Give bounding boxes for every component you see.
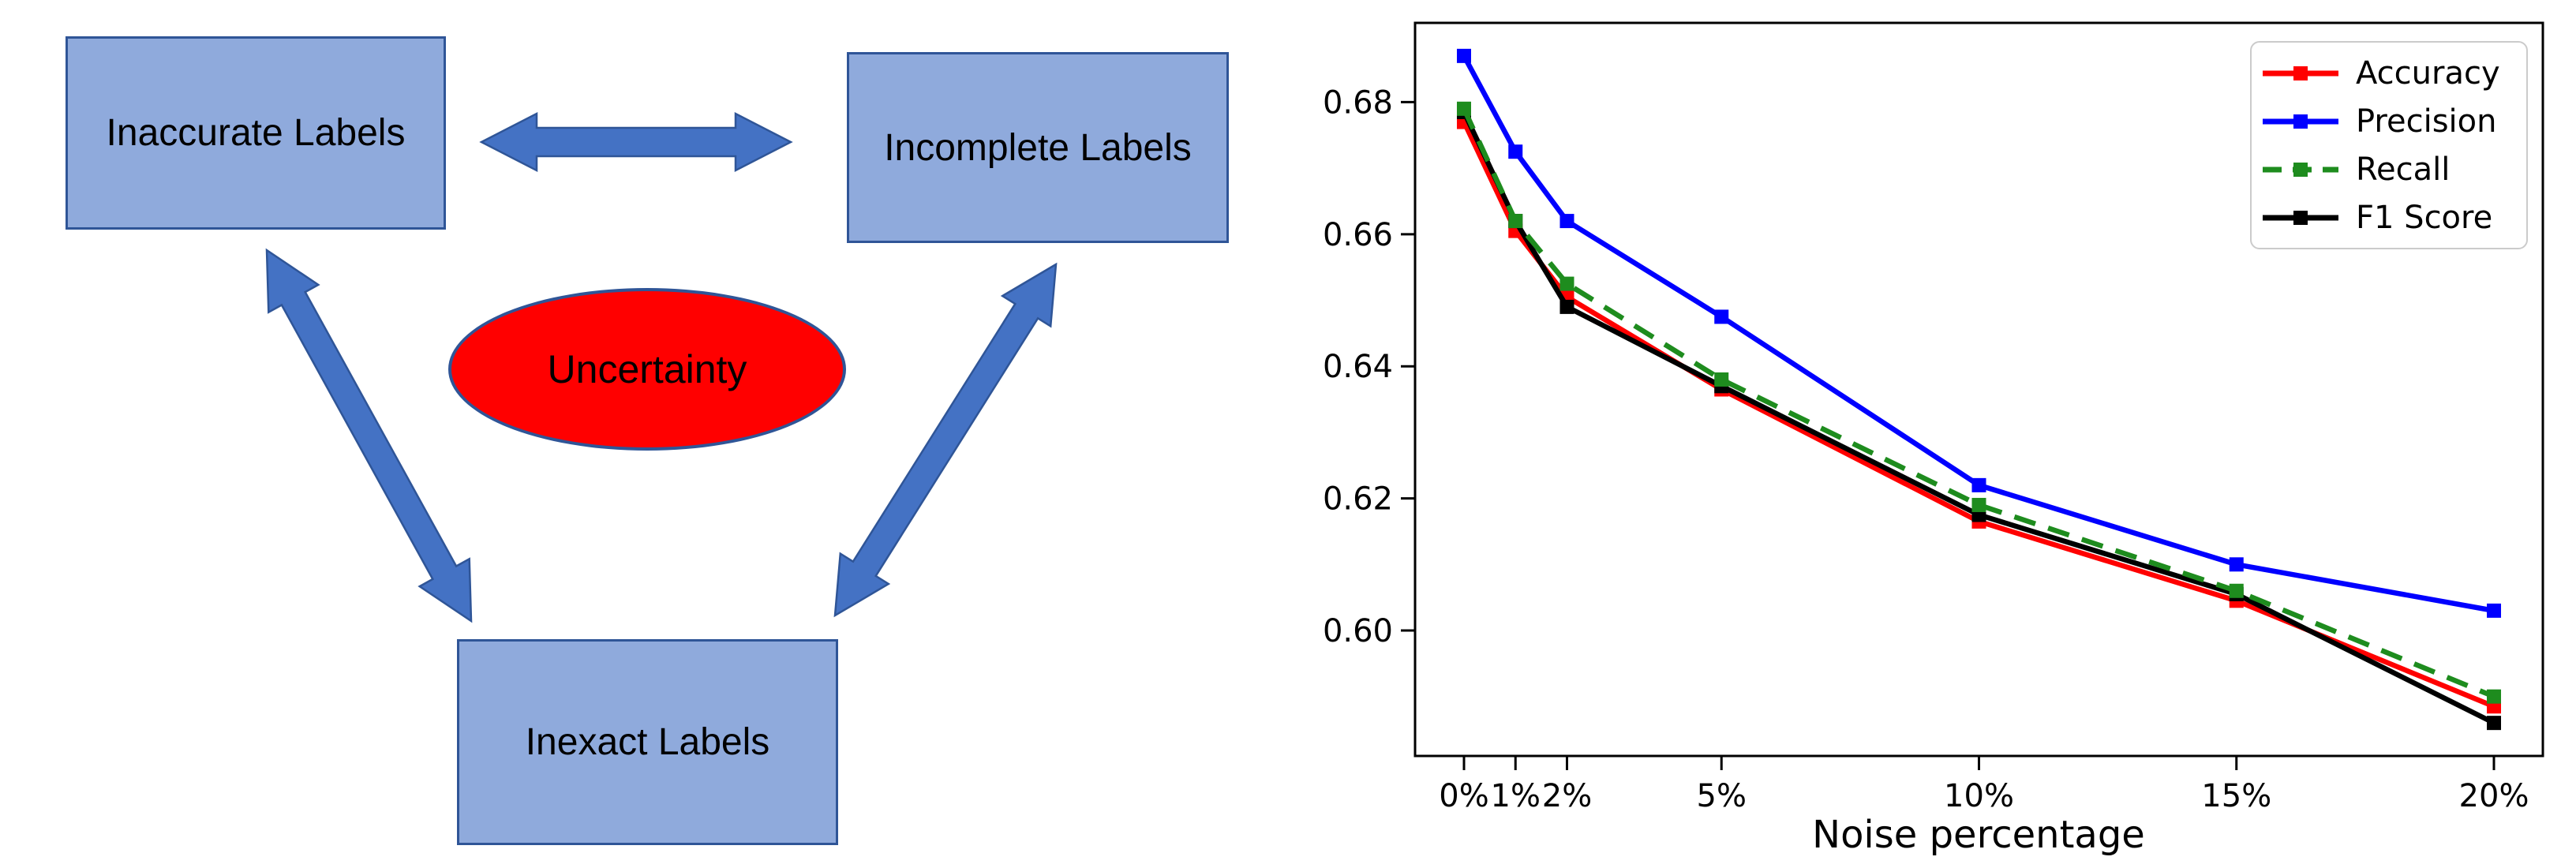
x-tick-label: 10% [1944,778,2014,814]
x-tick-label: 1% [1491,778,1541,814]
legend-marker [2293,210,2308,225]
ellipse-uncertainty-label: Uncertainty [547,347,747,391]
box-inaccurate-labels: Inaccurate Labels [66,36,446,230]
legend-item-accuracy: Accuracy [2261,55,2517,92]
series-marker-precision [1559,214,1574,229]
chart-series [1456,48,2502,731]
y-tick-label: 0.66 [1323,217,1393,253]
metrics-line-chart: 0% 1% 2% 5% 10% 15% 20% 0.60 0.62 0.64 0.66 0.68 No… [1323,21,2544,857]
y-tick-label: 0.64 [1323,349,1393,385]
series-marker-recall [2229,583,2244,598]
legend-label-recall: Recall [2356,151,2451,188]
legend-label-accuracy: Accuracy [2356,54,2500,92]
series-marker-precision [1714,309,1729,324]
legend-sample-precision [2263,114,2338,129]
series-marker-f1-score [1559,299,1574,314]
x-tick-label: 0% [1439,778,1488,814]
legend-marker [2293,162,2308,177]
ellipse-uncertainty: Uncertainty [448,288,846,451]
diagram-arrows-layer [265,111,1058,623]
series-marker-f1-score [2487,716,2502,731]
legend-marker [2293,65,2308,80]
series-marker-precision [2229,557,2244,572]
box-incomplete-label: Incomplete Labels [884,126,1192,169]
double-arrow-horizontal-icon [479,111,793,173]
legend-label-f1-score: F1 Score [2356,199,2493,236]
legend-label-precision: Precision [2356,103,2497,140]
x-tick-label: 5% [1697,778,1747,814]
series-marker-recall [2487,689,2502,704]
legend-item-f1-score: F1 Score [2261,200,2517,236]
plot-frame [1413,21,2544,758]
axis-ticks: 0% 1% 2% 5% 10% 15% 20% 0.60 0.62 0.64 0.66 0.68 [1323,84,2529,814]
box-incomplete-labels: Incomplete Labels [847,52,1229,243]
x-tick-label: 20% [2459,778,2529,814]
box-inexact-labels: Inexact Labels [457,639,838,845]
series-marker-recall [1508,214,1523,229]
series-marker-recall [1714,372,1729,387]
legend-sample-recall [2263,162,2338,177]
legend-sample-accuracy [2263,65,2338,80]
y-tick-label: 0.60 [1323,613,1393,649]
double-arrow-right-diagonal-icon [833,262,1058,618]
series-marker-recall [1971,497,1986,512]
x-tick-label: 15% [2201,778,2271,814]
series-marker-precision [1971,477,1986,492]
x-tick-label: 2% [1542,778,1592,814]
x-axis-label: Noise percentage [1812,813,2145,857]
series-marker-recall [1559,276,1574,291]
legend-item-recall: Recall [2261,152,2517,188]
double-arrow-left-diagonal-icon [265,248,473,623]
legend-marker [2293,114,2308,129]
series-marker-recall [1456,101,1471,116]
box-inaccurate-label: Inaccurate Labels [106,112,406,154]
box-inexact-label: Inexact Labels [525,721,770,763]
y-tick-label: 0.62 [1323,481,1393,518]
legend-item-precision: Precision [2261,103,2517,140]
legend-sample-f1-score [2263,210,2338,225]
series-marker-precision [1456,48,1471,63]
series-marker-precision [2487,603,2502,618]
y-tick-label: 0.68 [1323,84,1393,121]
series-marker-precision [1508,144,1523,159]
chart-legend: Accuracy Precision Recall F1 Score [2250,41,2528,249]
